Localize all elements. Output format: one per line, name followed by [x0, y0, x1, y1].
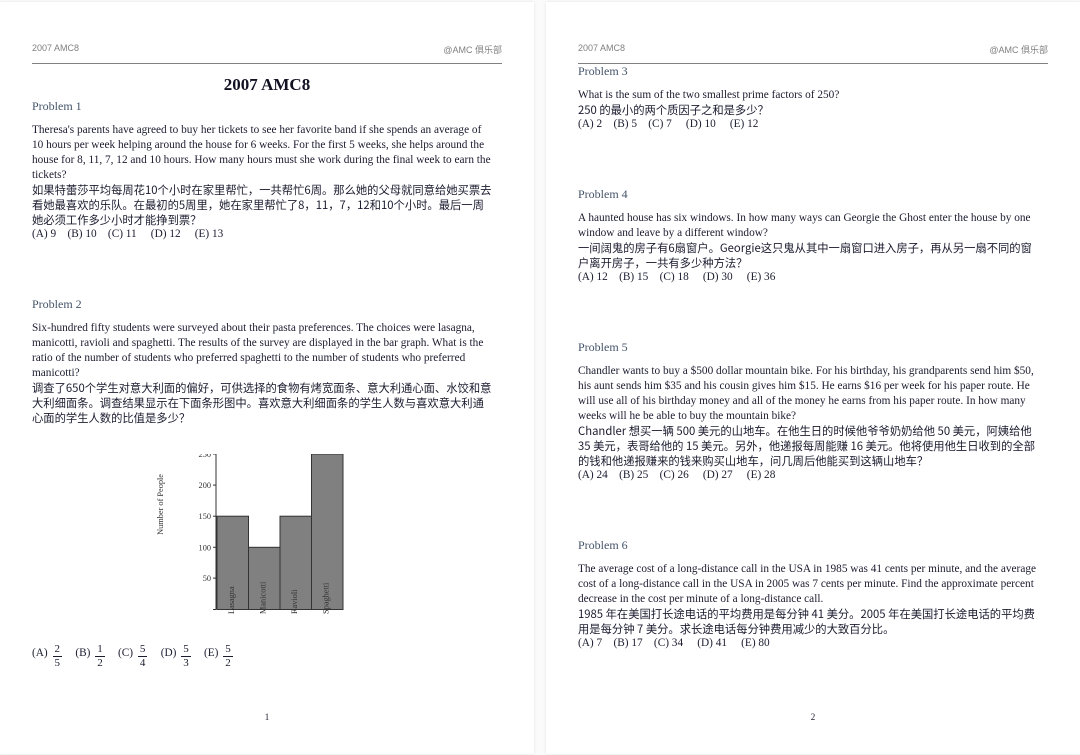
svg-text:250: 250	[199, 454, 211, 459]
svg-text:150: 150	[199, 512, 211, 521]
svg-text:100: 100	[199, 543, 211, 552]
svg-text:Lasagna: Lasagna	[227, 586, 236, 614]
svg-text:Manicotti: Manicotti	[259, 581, 268, 614]
svg-text:200: 200	[199, 481, 211, 490]
svg-text:Ravioli: Ravioli	[290, 589, 299, 614]
svg-text:Spaghetti: Spaghetti	[322, 582, 331, 614]
svg-text:50: 50	[203, 574, 211, 583]
